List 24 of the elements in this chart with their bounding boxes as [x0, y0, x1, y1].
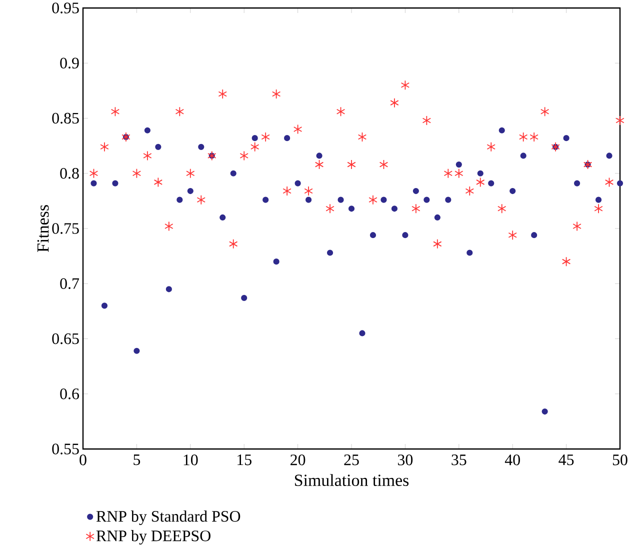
y-tick-label: 0.65	[52, 333, 79, 344]
x-tick-label: 35	[452, 454, 466, 466]
y-tick-label: 0.6	[60, 388, 80, 400]
legend-label: RNP by DEEPSO	[96, 530, 210, 545]
y-tick-label: 0.75	[52, 223, 79, 234]
y-axis-title: Fitness	[37, 205, 49, 252]
x-tick-label: 50	[612, 454, 628, 466]
x-tick-label: 5	[134, 454, 140, 466]
x-tick-label: 40	[504, 454, 520, 466]
x-tick-label: 45	[558, 454, 574, 466]
y-tick-label: 0.7	[60, 278, 80, 290]
x-tick-label: 30	[398, 454, 413, 466]
x-tick-label: 25	[344, 454, 359, 466]
y-tick-label: 0.55	[52, 444, 79, 454]
y-tick-label: 0.85	[52, 112, 79, 124]
legend-label: RNP by Standard PSO	[96, 510, 240, 526]
x-tick-label: 10	[184, 454, 198, 466]
x-tick-label: 20	[290, 454, 306, 466]
y-tick-label: 0.9	[60, 58, 79, 69]
y-tick-label: 0.95	[52, 2, 79, 14]
y-tick-label: 0.8	[60, 168, 79, 179]
x-tick-label: 15	[238, 454, 252, 466]
x-axis-title: Simulation times	[295, 474, 409, 486]
x-tick-label: 0	[80, 454, 86, 466]
